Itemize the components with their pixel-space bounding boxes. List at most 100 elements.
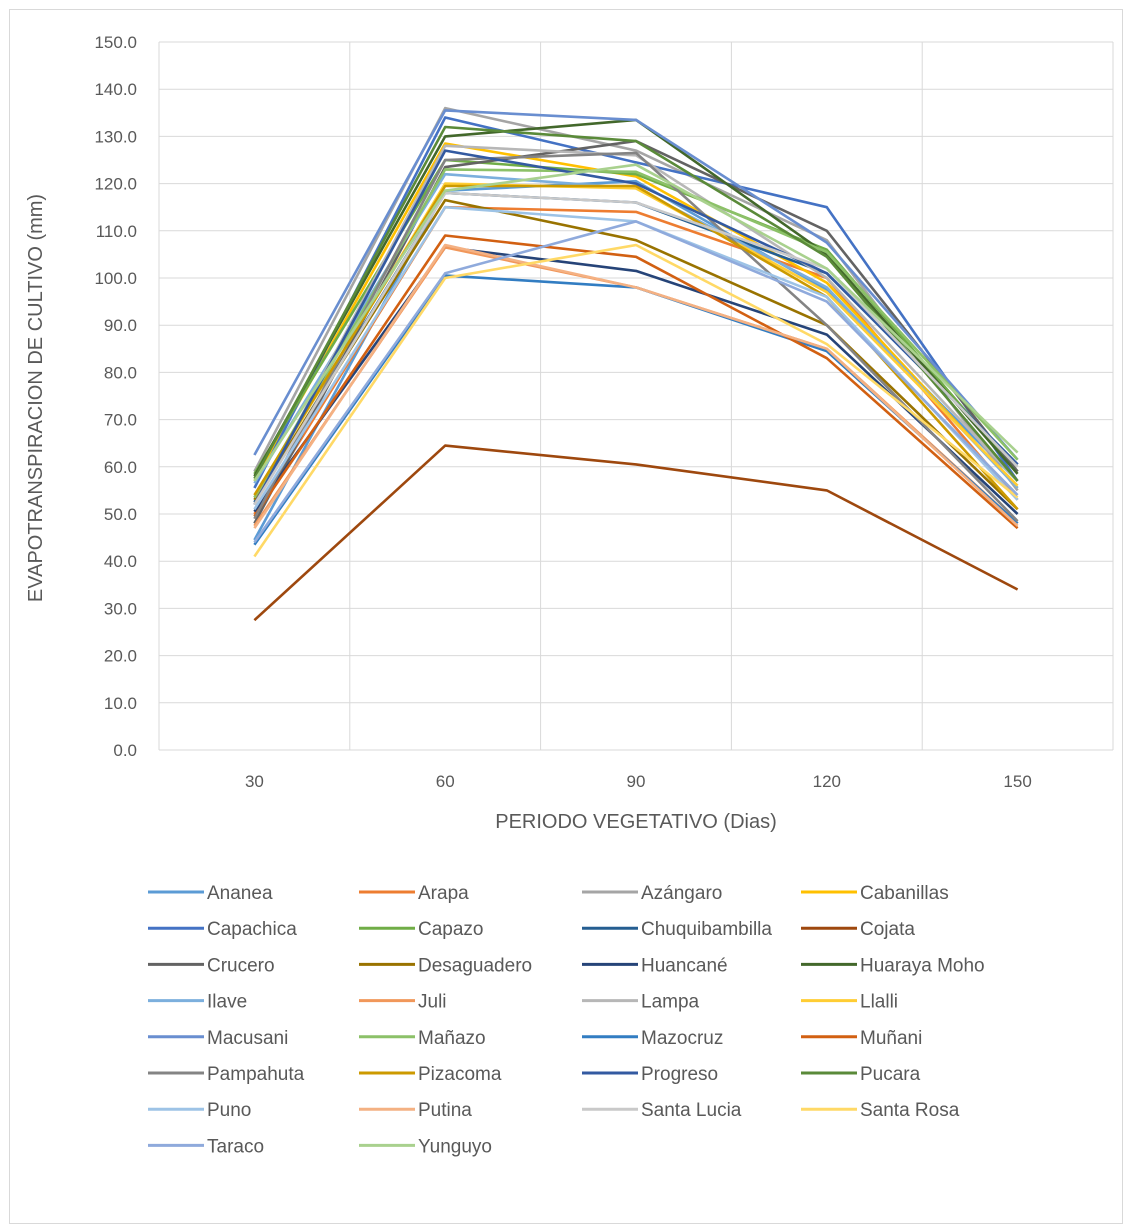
legend-label: Yunguyo — [418, 1136, 492, 1157]
y-tick-label: 20.0 — [104, 647, 137, 666]
legend-item: Juli — [359, 992, 447, 1013]
legend-item: Chuquibambilla — [582, 919, 772, 940]
legend-item: Mazocruz — [582, 1028, 723, 1049]
y-tick-label: 10.0 — [104, 694, 137, 713]
legend-item: Ilave — [148, 992, 247, 1013]
legend-label: Desaguadero — [418, 955, 532, 976]
legend-item: Capachica — [148, 919, 297, 940]
series-line-pampahuta — [253, 151, 1019, 523]
legend-item: Pampahuta — [148, 1064, 305, 1085]
legend-item: Cabanillas — [801, 883, 949, 904]
series-line-lampa — [253, 144, 1019, 506]
series-line-cojata — [253, 444, 1019, 622]
legend: Ananea Arapa Azángaro Cabanillas Capachica Ca… — [148, 883, 985, 1157]
x-axis-title: PERIODO VEGETATIVO (Dias) — [495, 811, 777, 833]
legend-item: Cojata — [801, 919, 915, 940]
y-tick-label: 0.0 — [113, 741, 137, 760]
legend-item: Muñani — [801, 1028, 922, 1049]
legend-label: Llalli — [860, 992, 898, 1013]
y-tick-label: 120.0 — [94, 175, 137, 194]
legend-label: Cabanillas — [860, 883, 949, 904]
legend-label: Azángaro — [641, 883, 722, 904]
x-tick-label: 60 — [436, 772, 455, 791]
series-line-desaguadero — [253, 198, 1019, 511]
legend-item: Progreso — [582, 1064, 718, 1085]
legend-label: Arapa — [418, 883, 469, 904]
legend-label: Cojata — [860, 919, 915, 940]
legend-label: Huancané — [641, 955, 728, 976]
series-line-mañazo — [253, 168, 1019, 499]
legend-item: Putina — [359, 1100, 472, 1121]
y-tick-label: 130.0 — [94, 127, 137, 146]
legend-label: Santa Lucia — [641, 1100, 742, 1121]
y-tick-label: 140.0 — [94, 80, 137, 99]
y-tick-label: 50.0 — [104, 505, 137, 524]
series-line-muñani — [253, 234, 1019, 530]
legend-item: Desaguadero — [359, 955, 532, 976]
y-tick-label: 110.0 — [96, 222, 137, 241]
legend-label: Crucero — [207, 955, 275, 976]
series-line-cabanillas — [253, 142, 1019, 489]
y-tick-label: 90.0 — [104, 316, 137, 335]
legend-label: Macusani — [207, 1028, 288, 1049]
legend-label: Puno — [207, 1100, 251, 1121]
legend-item: Capazo — [359, 919, 484, 940]
x-axis-ticks: 30 60 90 120 150 — [245, 772, 1032, 791]
y-tick-label: 40.0 — [104, 552, 137, 571]
y-axis-ticks: 0.0 10.0 20.0 30.0 40.0 50.0 60.0 70.0 80.0 90.0 1… — [94, 33, 137, 760]
legend-item: Llalli — [801, 992, 898, 1013]
legend-label: Taraco — [207, 1136, 264, 1157]
x-tick-label: 120 — [813, 772, 841, 791]
legend-label: Ilave — [207, 992, 247, 1013]
legend-item: Lampa — [582, 992, 700, 1013]
y-tick-label: 100.0 — [94, 269, 137, 288]
x-tick-label: 90 — [627, 772, 646, 791]
legend-item: Pizacoma — [359, 1064, 502, 1085]
legend-label: Huaraya Moho — [860, 955, 985, 976]
legend-label: Chuquibambilla — [641, 919, 772, 940]
y-tick-label: 60.0 — [104, 458, 137, 477]
legend-label: Mañazo — [418, 1028, 486, 1049]
series-line-macusani — [253, 109, 1019, 461]
series-line-taraco — [253, 220, 1019, 544]
chart-frame — [9, 9, 1123, 1224]
x-tick-label: 30 — [245, 772, 264, 791]
series-lines — [253, 106, 1019, 622]
legend-label: Ananea — [207, 883, 273, 904]
legend-label: Pucara — [860, 1064, 921, 1085]
legend-item: Pucara — [801, 1064, 921, 1085]
legend-label: Pizacoma — [418, 1064, 502, 1085]
legend-item: Yunguyo — [359, 1136, 492, 1157]
y-axis-title: EVAPOTRANSPIRACION DE CULTIVO (mm) — [25, 194, 47, 602]
legend-label: Santa Rosa — [860, 1100, 960, 1121]
legend-label: Mazocruz — [641, 1028, 723, 1049]
legend-item: Ananea — [148, 883, 273, 904]
series-line-santa-lucia — [253, 191, 1019, 506]
legend-label: Lampa — [641, 992, 700, 1013]
legend-item: Taraco — [148, 1136, 264, 1157]
legend-label: Pampahuta — [207, 1064, 305, 1085]
legend-label: Progreso — [641, 1064, 718, 1085]
series-line-putina — [253, 243, 1019, 529]
legend-item: Crucero — [148, 955, 275, 976]
y-tick-label: 150.0 — [94, 33, 137, 52]
y-tick-label: 70.0 — [104, 411, 137, 430]
series-line-yunguyo — [253, 163, 1019, 482]
legend-item: Huaraya Moho — [801, 955, 985, 976]
legend-item: Azángaro — [582, 883, 722, 904]
series-line-capachica — [253, 116, 1019, 489]
legend-label: Capachica — [207, 919, 297, 940]
legend-item: Arapa — [359, 883, 469, 904]
legend-label: Muñani — [860, 1028, 922, 1049]
legend-label: Putina — [418, 1100, 472, 1121]
y-tick-label: 80.0 — [104, 363, 137, 382]
legend-label: Capazo — [418, 919, 484, 940]
legend-item: Huancané — [582, 955, 728, 976]
x-tick-label: 150 — [1003, 772, 1031, 791]
legend-item: Santa Rosa — [801, 1100, 960, 1121]
series-line-progreso — [253, 149, 1019, 506]
legend-item: Macusani — [148, 1028, 288, 1049]
y-tick-label: 30.0 — [104, 599, 137, 618]
series-line-santa-rosa — [253, 243, 1019, 558]
